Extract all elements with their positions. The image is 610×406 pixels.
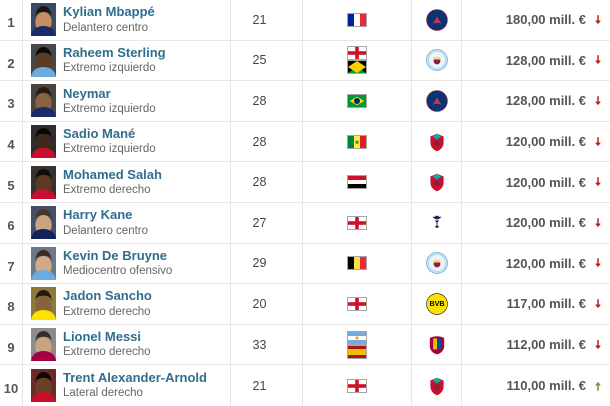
svg-text:BVB: BVB [429, 300, 444, 308]
